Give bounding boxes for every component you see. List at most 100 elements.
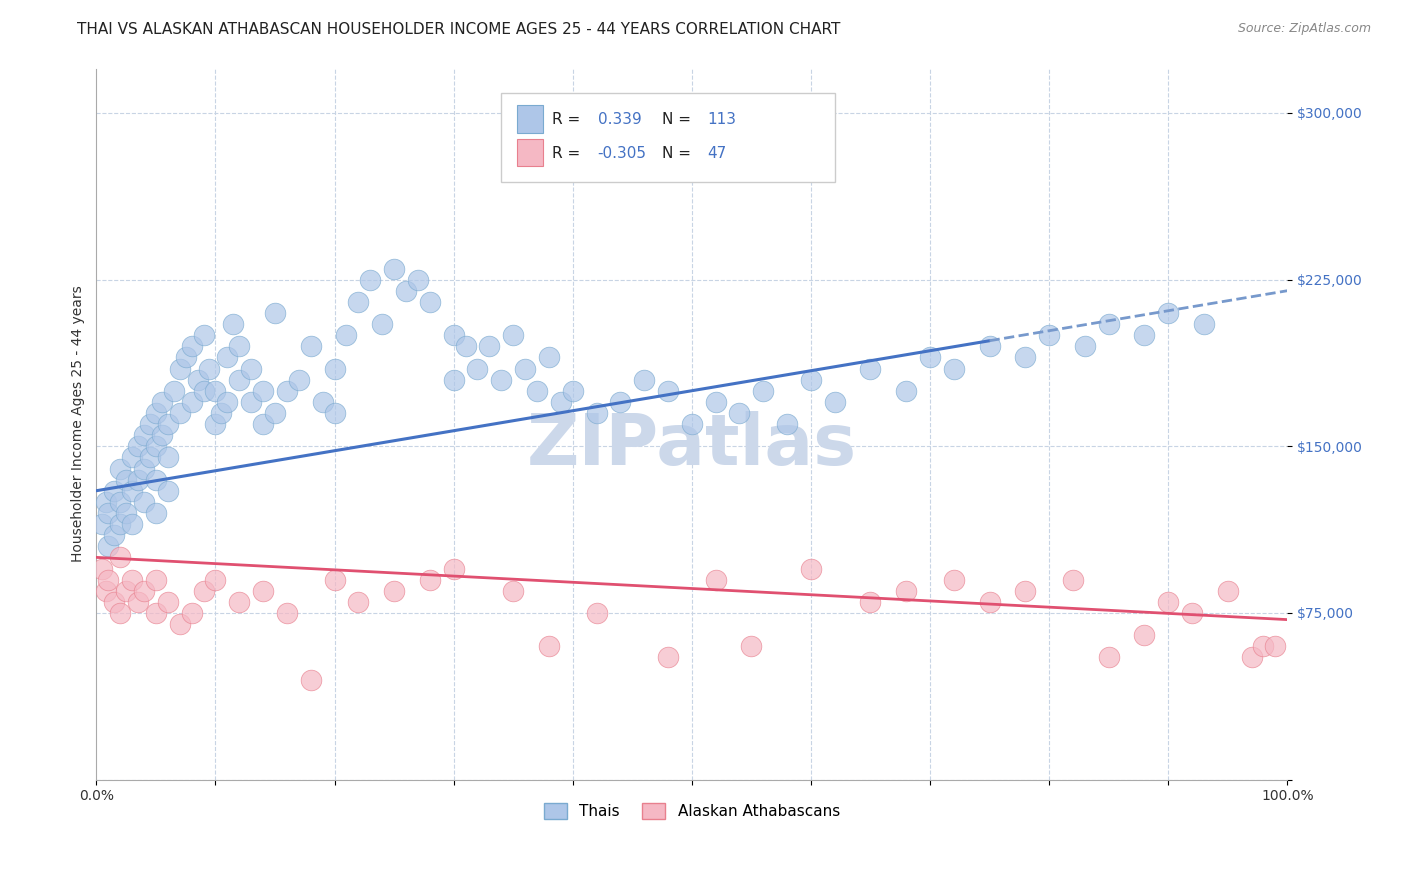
Point xyxy=(187,373,209,387)
Point xyxy=(180,339,202,353)
Point xyxy=(139,450,162,465)
Point xyxy=(537,351,560,365)
Point xyxy=(1014,583,1036,598)
Text: -0.305: -0.305 xyxy=(598,145,647,161)
Point xyxy=(467,361,489,376)
Legend: Thais, Alaskan Athabascans: Thais, Alaskan Athabascans xyxy=(537,797,846,825)
Point xyxy=(228,595,250,609)
Point xyxy=(156,417,179,431)
Point xyxy=(859,361,882,376)
Point xyxy=(127,595,149,609)
Point xyxy=(276,384,298,398)
Point xyxy=(156,483,179,498)
Point xyxy=(276,606,298,620)
Point xyxy=(1192,317,1215,331)
Point xyxy=(108,550,131,565)
Text: 0.339: 0.339 xyxy=(598,112,641,128)
Point xyxy=(228,373,250,387)
Point xyxy=(132,428,155,442)
Point xyxy=(1253,640,1275,654)
Point xyxy=(252,583,274,598)
Point xyxy=(180,606,202,620)
Point xyxy=(382,583,405,598)
Point xyxy=(609,394,631,409)
Point xyxy=(502,328,524,343)
Point xyxy=(1133,628,1156,642)
FancyBboxPatch shape xyxy=(517,105,543,133)
Point xyxy=(859,595,882,609)
Point xyxy=(180,394,202,409)
Point xyxy=(550,394,572,409)
Point xyxy=(204,384,226,398)
Point xyxy=(323,406,346,420)
Point xyxy=(145,506,167,520)
Point xyxy=(359,272,381,286)
Point xyxy=(193,328,215,343)
Point xyxy=(204,573,226,587)
Point xyxy=(1240,650,1263,665)
Point xyxy=(91,561,114,575)
Point xyxy=(979,339,1001,353)
Point xyxy=(209,406,232,420)
Point xyxy=(198,361,221,376)
Point xyxy=(918,351,941,365)
Text: N =: N = xyxy=(662,145,696,161)
Point xyxy=(1133,328,1156,343)
Point xyxy=(150,428,173,442)
Point xyxy=(1062,573,1084,587)
Point xyxy=(335,328,357,343)
Point xyxy=(942,361,965,376)
Point xyxy=(443,561,465,575)
Point xyxy=(145,473,167,487)
Point xyxy=(108,461,131,475)
Point xyxy=(382,261,405,276)
Point xyxy=(240,394,263,409)
Point xyxy=(704,394,727,409)
Point xyxy=(132,461,155,475)
Point xyxy=(561,384,583,398)
Point xyxy=(174,351,197,365)
Point xyxy=(299,673,322,687)
Point xyxy=(108,606,131,620)
Text: Source: ZipAtlas.com: Source: ZipAtlas.com xyxy=(1237,22,1371,36)
Point xyxy=(145,406,167,420)
Text: ZIPatlas: ZIPatlas xyxy=(527,411,856,480)
Point xyxy=(1216,583,1239,598)
Point xyxy=(740,640,762,654)
FancyBboxPatch shape xyxy=(517,139,543,166)
Point xyxy=(97,506,120,520)
Point xyxy=(97,539,120,553)
Point xyxy=(156,450,179,465)
Point xyxy=(132,583,155,598)
Point xyxy=(478,339,501,353)
Point xyxy=(193,384,215,398)
Point xyxy=(222,317,245,331)
Point xyxy=(299,339,322,353)
Point xyxy=(121,483,143,498)
Point xyxy=(121,517,143,532)
Point xyxy=(193,583,215,598)
Point xyxy=(1157,306,1180,320)
Point xyxy=(323,573,346,587)
Point xyxy=(776,417,799,431)
Point xyxy=(454,339,477,353)
Point xyxy=(800,373,823,387)
FancyBboxPatch shape xyxy=(502,94,835,182)
Point xyxy=(633,373,655,387)
Point xyxy=(443,373,465,387)
Point xyxy=(323,361,346,376)
Point xyxy=(145,606,167,620)
Point xyxy=(139,417,162,431)
Point xyxy=(419,294,441,309)
Point xyxy=(537,640,560,654)
Point xyxy=(115,583,138,598)
Point xyxy=(163,384,186,398)
Point xyxy=(94,495,117,509)
Point xyxy=(228,339,250,353)
Text: 113: 113 xyxy=(707,112,737,128)
Text: R =: R = xyxy=(553,145,586,161)
Point xyxy=(240,361,263,376)
Point xyxy=(132,495,155,509)
Point xyxy=(115,473,138,487)
Point xyxy=(150,394,173,409)
